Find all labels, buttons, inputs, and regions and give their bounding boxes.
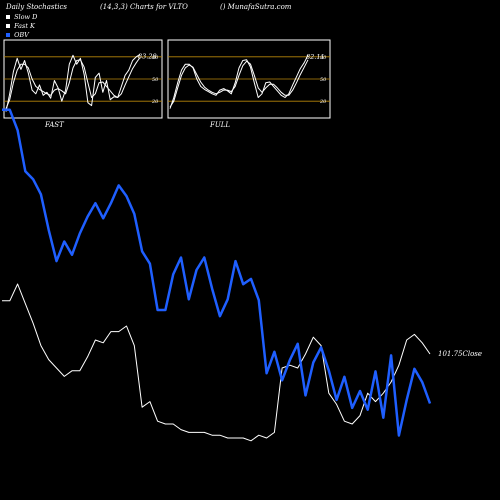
full-value-label: 82.11 <box>306 53 325 61</box>
close-price-line <box>2 284 430 441</box>
full-tick-label-20: 20 <box>319 99 327 105</box>
obv-line <box>2 110 430 436</box>
fast-panel-label: FAST <box>45 121 64 129</box>
fast-tick-label-20: 20 <box>151 99 159 105</box>
close-value-label: 101.75Close <box>438 350 482 358</box>
full-tick-label-50: 50 <box>320 77 327 83</box>
full-panel-label: FULL <box>210 121 230 129</box>
fast-tick-label-50: 50 <box>152 77 159 83</box>
fast-value-label: 83.28 <box>138 52 157 60</box>
